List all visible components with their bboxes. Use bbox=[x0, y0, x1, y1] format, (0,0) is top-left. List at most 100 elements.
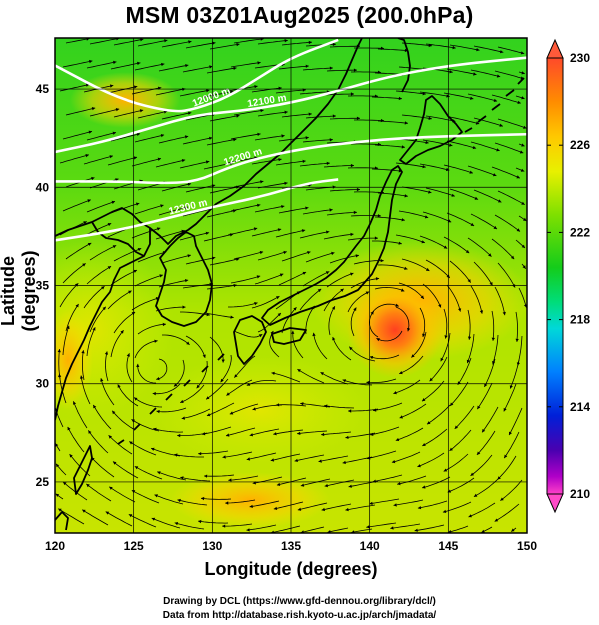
streamline-arrow bbox=[458, 308, 462, 312]
streamline-arrow bbox=[450, 402, 454, 406]
streamline bbox=[366, 378, 397, 383]
streamline-arrow bbox=[58, 373, 62, 378]
streamline bbox=[425, 43, 456, 49]
streamline-arrow bbox=[422, 485, 426, 489]
streamline-arrow bbox=[202, 354, 206, 358]
streamline-arrow bbox=[492, 173, 497, 177]
streamline bbox=[328, 306, 336, 336]
streamline-arrow bbox=[209, 136, 213, 140]
streamline bbox=[62, 325, 70, 356]
streamline-arrow bbox=[92, 327, 96, 331]
height-contour-line bbox=[55, 132, 527, 185]
streamline bbox=[254, 135, 285, 141]
streamline-arrow bbox=[151, 447, 155, 451]
streamline-arrow bbox=[234, 374, 238, 378]
streamline-arrow bbox=[270, 458, 275, 462]
streamline-arrow bbox=[201, 432, 206, 436]
streamline-arrow bbox=[204, 474, 208, 478]
chart-title: MSM 03Z01Aug2025 (200.0hPa) bbox=[125, 2, 474, 28]
streamline-arrow bbox=[312, 332, 316, 337]
streamline-arrow bbox=[139, 109, 144, 113]
streamline bbox=[347, 291, 370, 313]
streamline-arrow bbox=[517, 100, 521, 104]
streamline bbox=[83, 285, 105, 309]
streamline bbox=[58, 373, 67, 404]
streamline-arrow bbox=[355, 254, 359, 258]
streamline bbox=[62, 60, 93, 68]
streamline bbox=[225, 427, 256, 437]
streamline bbox=[473, 478, 499, 498]
streamline-arrow bbox=[133, 269, 137, 273]
streamline bbox=[300, 403, 331, 408]
streamline bbox=[305, 115, 336, 119]
streamline bbox=[491, 166, 521, 179]
streamline-arrow bbox=[370, 432, 374, 436]
streamline bbox=[179, 89, 210, 97]
streamline-arrow bbox=[449, 447, 453, 451]
streamline-arrow bbox=[233, 66, 237, 70]
streamline-arrow bbox=[422, 398, 426, 402]
streamline bbox=[393, 499, 424, 506]
streamline bbox=[86, 61, 117, 69]
coast-shikoku bbox=[271, 327, 307, 345]
streamline bbox=[302, 67, 333, 71]
streamline-arrow bbox=[428, 116, 432, 120]
streamline bbox=[252, 476, 283, 484]
streamline-arrow bbox=[521, 96, 525, 100]
streamline-arrow bbox=[404, 266, 408, 270]
streamline-arrow bbox=[226, 392, 230, 396]
streamline bbox=[92, 404, 112, 430]
streamline bbox=[299, 288, 322, 311]
streamline bbox=[222, 451, 253, 458]
streamline bbox=[185, 335, 206, 359]
streamline-arrow bbox=[89, 59, 93, 64]
streamline-arrow bbox=[109, 84, 114, 88]
streamline bbox=[447, 525, 469, 533]
streamline bbox=[158, 206, 188, 216]
streamline-arrow bbox=[520, 51, 525, 55]
streamline bbox=[401, 258, 430, 272]
streamline-arrow bbox=[374, 236, 378, 240]
streamline-arrow bbox=[79, 375, 84, 379]
streamline bbox=[173, 359, 185, 387]
streamline bbox=[377, 120, 408, 124]
streamline bbox=[230, 62, 261, 68]
streamline-arrow bbox=[159, 274, 163, 278]
streamline-arrow bbox=[407, 327, 411, 332]
streamline-arrow bbox=[112, 410, 116, 415]
streamline bbox=[137, 110, 168, 119]
streamline-arrow bbox=[91, 176, 95, 181]
streamline-arrow bbox=[401, 145, 405, 149]
streamline bbox=[185, 42, 216, 49]
streamline-arrow bbox=[177, 498, 181, 503]
coast-kyushu bbox=[233, 315, 267, 365]
streamline bbox=[326, 272, 354, 288]
streamline-arrow bbox=[211, 256, 216, 260]
streamline-arrow bbox=[329, 138, 333, 142]
streamline bbox=[345, 504, 376, 511]
lon-tick-label: 125 bbox=[124, 539, 144, 553]
streamline-arrow bbox=[151, 517, 156, 521]
streamline-arrow bbox=[519, 150, 524, 154]
streamline bbox=[131, 87, 162, 95]
streamline bbox=[377, 264, 408, 270]
streamline-arrow bbox=[421, 240, 425, 244]
streamline-arrow bbox=[329, 66, 333, 70]
streamline-arrow bbox=[301, 229, 306, 233]
streamline-arrow bbox=[278, 158, 282, 162]
streamline-arrow bbox=[177, 433, 181, 438]
streamline bbox=[209, 115, 240, 122]
streamline bbox=[278, 65, 309, 70]
streamline-arrow bbox=[104, 351, 109, 355]
streamline-arrow bbox=[253, 227, 258, 231]
streamline-arrow bbox=[467, 279, 471, 283]
streamline bbox=[377, 48, 409, 51]
streamline-arrow bbox=[499, 50, 504, 54]
streamline-arrow bbox=[258, 334, 263, 338]
streamline bbox=[398, 210, 429, 219]
streamline bbox=[318, 455, 349, 462]
streamline bbox=[467, 165, 497, 177]
streamline bbox=[131, 419, 160, 432]
streamline-arrow bbox=[502, 311, 506, 316]
lat-tick-label: 35 bbox=[36, 279, 50, 293]
